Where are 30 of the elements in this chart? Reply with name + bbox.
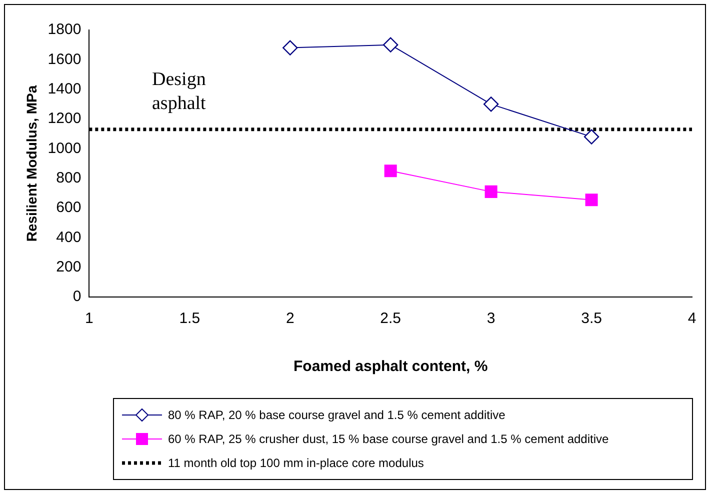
x-tick-label: 2	[286, 310, 294, 328]
y-tick-label: 1800	[48, 21, 82, 38]
x-tick-label: 1.5	[179, 310, 200, 328]
x-tick-label: 3	[486, 310, 496, 328]
legend-label: 60 % RAP, 25 % crusher dust, 15 % base course gravel and 1.5 % cement additive	[168, 432, 609, 446]
y-tick-label: 400	[56, 228, 82, 246]
point	[384, 164, 397, 178]
point	[484, 185, 498, 198]
point	[483, 96, 499, 112]
legend-label: 80 % RAP, 20 % base course gravel and 1.5 % cement additive	[168, 408, 506, 422]
y-tick-label: 1600	[48, 50, 82, 68]
y-tick-label: 1400	[48, 80, 82, 98]
point	[584, 129, 600, 144]
y-axis-title: Resilient Modulus, MPa	[23, 85, 40, 242]
x-tick-label: 2.5	[380, 310, 402, 328]
x-tick-label: 1	[84, 310, 94, 328]
point	[282, 40, 298, 56]
point	[585, 194, 598, 206]
y-tick-label: 600	[56, 199, 82, 216]
y-tick-label: 800	[56, 169, 82, 186]
x-tick-label: 3.5	[581, 310, 602, 328]
x-tick-label: 4	[688, 310, 696, 328]
y-tick-label: 0	[72, 288, 82, 306]
point	[382, 37, 398, 52]
y-tick-label: 1200	[48, 110, 82, 128]
legend-label: 11 month old top 100 mm in-place core modulus	[168, 456, 424, 470]
y-tick-label: 200	[56, 258, 82, 276]
y-tick-label: 1000	[48, 140, 82, 157]
x-axis-title: Foamed asphalt content, %	[293, 358, 488, 376]
annotation: Design asphalt	[152, 68, 207, 116]
